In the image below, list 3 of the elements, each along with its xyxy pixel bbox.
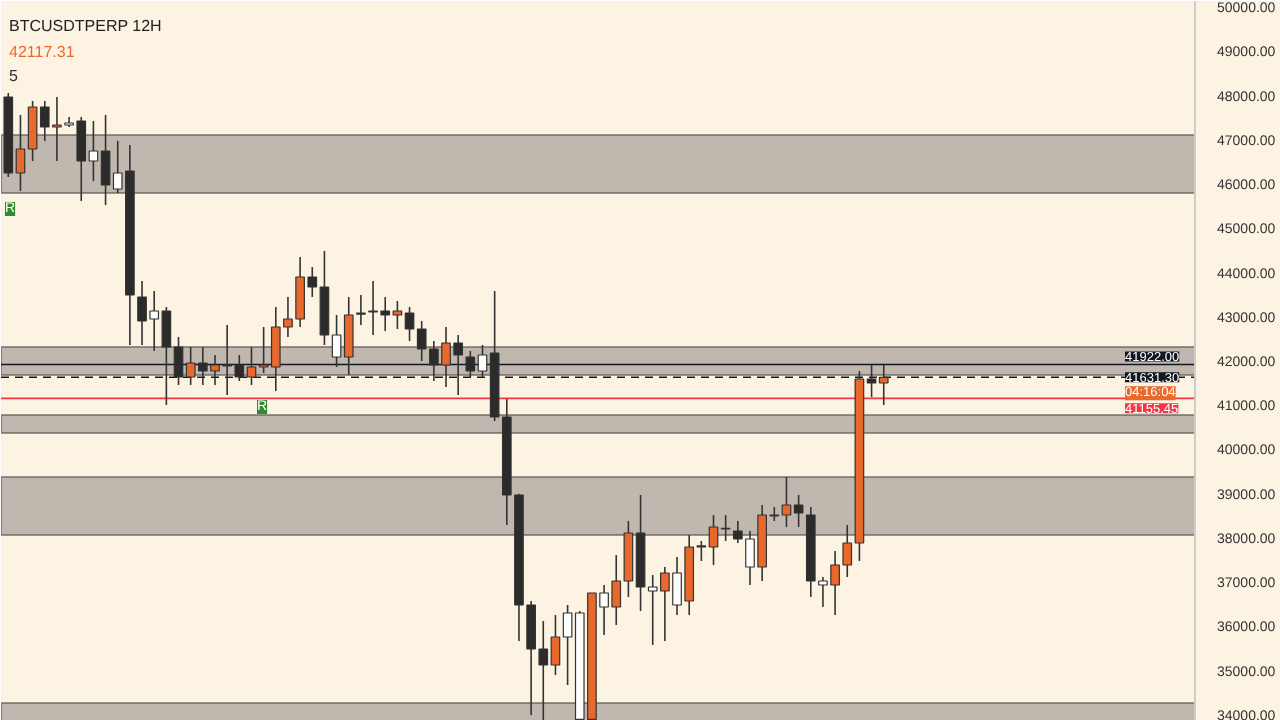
annotation: 5 (9, 67, 19, 85)
annotation: 42117.31 (9, 43, 76, 61)
text: BTCUSDTPERP 12H (9, 17, 163, 35)
